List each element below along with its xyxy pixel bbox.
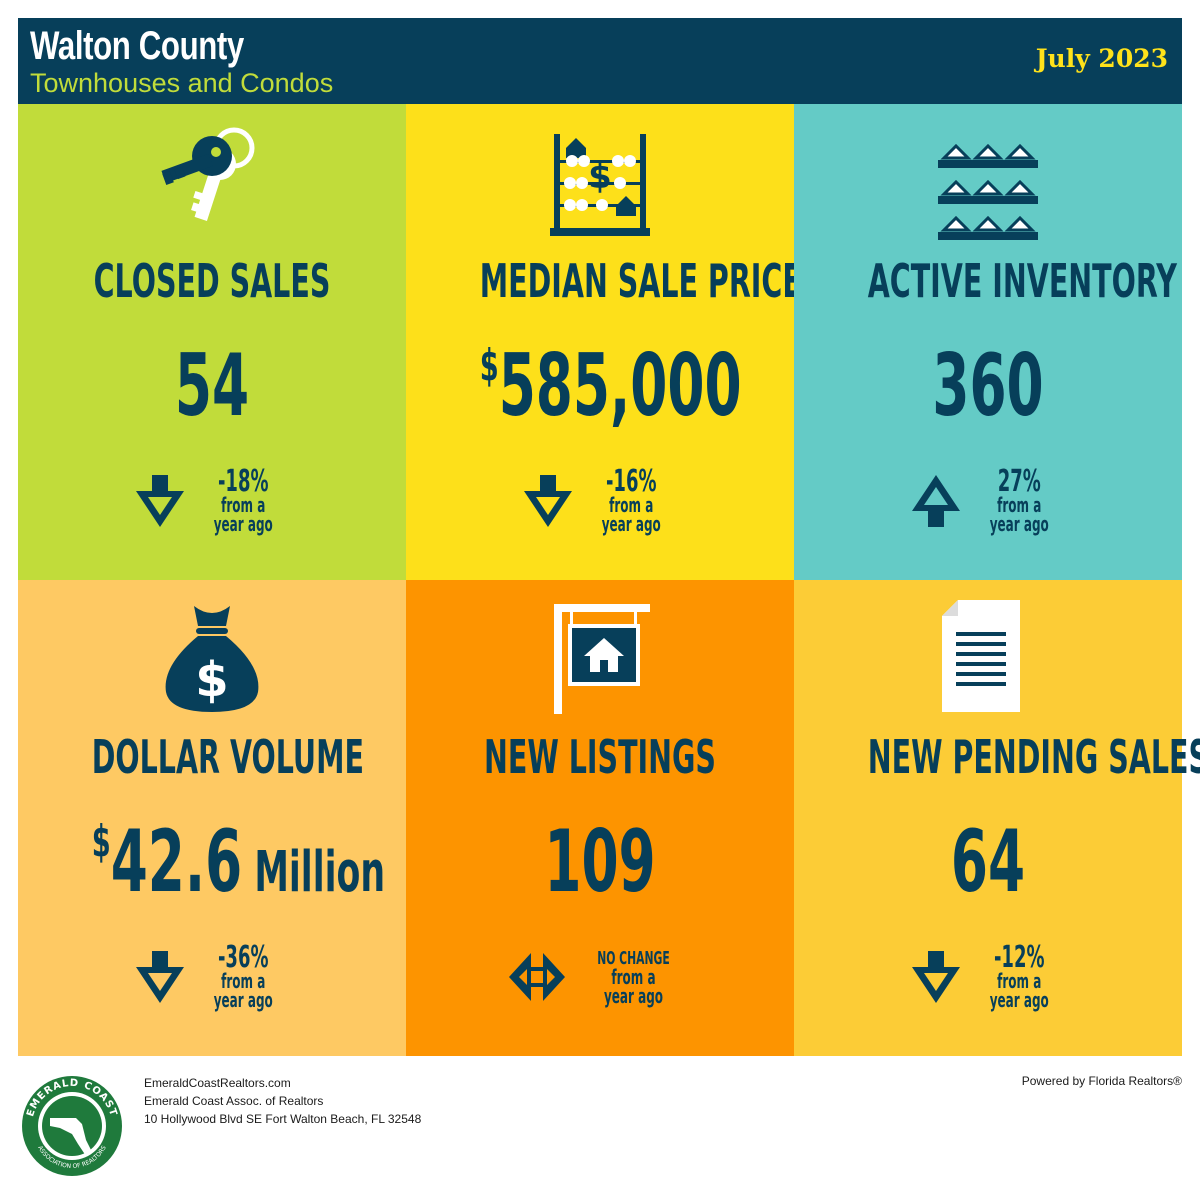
change-percent: -18% (217, 464, 269, 499)
svg-text:$: $ (588, 157, 612, 197)
change-percent: -36% (217, 940, 269, 975)
footer-organization: Emerald Coast Assoc. of Realtors (144, 1094, 324, 1108)
change-indicator: 27% from a year ago (794, 466, 1182, 536)
down-arrow-icon (523, 475, 572, 527)
change-indicator: -18% from a year ago (18, 466, 406, 536)
money-bag-icon: $ (18, 596, 406, 716)
tile-active-inventory: ACTIVE INVENTORY 360 27% from a year ago (794, 104, 1182, 580)
powered-by: Powered by Florida Realtors® (1021, 1074, 1182, 1088)
change-percent: -16% (605, 464, 657, 499)
property-type-subtitle: Townhouses and Condos (30, 68, 334, 98)
left-right-arrow-icon (508, 953, 565, 1001)
change-percent: NO CHANGE (596, 947, 670, 969)
county-title: Walton County (30, 24, 244, 68)
svg-text:$: $ (195, 652, 228, 708)
tile-value: 54 (174, 336, 250, 436)
tile-label: NEW PENDING SALES (867, 730, 1200, 784)
tile-value: 109 (544, 812, 656, 912)
abacus-icon: $ (406, 120, 794, 240)
tile-dollar-volume: $ DOLLAR VOLUME $42.6 Million -36% from a… (18, 580, 406, 1056)
down-arrow-icon (135, 951, 184, 1003)
header-bar: Walton County Townhouses and Condos July… (18, 18, 1182, 104)
change-indicator: -36% from a year ago (18, 942, 406, 1012)
tile-label: CLOSED SALES (93, 254, 331, 308)
footer: EMERALD COAST ASSOCIATION OF REALTORS Em… (0, 1060, 1200, 1200)
houses-shelf-icon (794, 120, 1182, 240)
tile-label: ACTIVE INVENTORY (867, 254, 1177, 308)
tile-label: MEDIAN SALE PRICE (479, 254, 802, 308)
for-sale-sign-icon (406, 596, 794, 716)
up-arrow-icon (911, 475, 960, 527)
tile-value: 360 (932, 336, 1044, 436)
keys-icon (18, 120, 406, 240)
footer-website[interactable]: EmeraldCoastRealtors.com (144, 1076, 291, 1090)
tile-new-pending-sales: NEW PENDING SALES 64 -12% from a year ago (794, 580, 1200, 1056)
down-arrow-icon (911, 951, 960, 1003)
tile-new-listings: NEW LISTINGS 109 NO CHANGE from a year ago (406, 580, 794, 1056)
tile-value: 64 (950, 812, 1026, 912)
change-indicator: NO CHANGE from a year ago (406, 942, 794, 1012)
footer-address: 10 Hollywood Blvd SE Fort Walton Beach, … (144, 1112, 422, 1126)
down-arrow-icon (135, 475, 184, 527)
tile-value: $585,000 (479, 336, 742, 436)
tile-label: DOLLAR VOLUME (91, 730, 364, 784)
change-percent: -12% (993, 940, 1045, 975)
report-date: July 2023 (1035, 44, 1168, 73)
document-icon (794, 596, 1182, 716)
emerald-coast-logo: EMERALD COAST ASSOCIATION OF REALTORS (22, 1076, 122, 1176)
change-percent: 27% (997, 464, 1041, 499)
tile-label: NEW LISTINGS (484, 730, 716, 784)
tile-closed-sales: CLOSED SALES 54 -18% from a year ago (18, 104, 406, 580)
change-indicator: -16% from a year ago (406, 466, 794, 536)
change-indicator: -12% from a year ago (794, 942, 1182, 1012)
tile-value: $42.6 Million (91, 812, 386, 912)
